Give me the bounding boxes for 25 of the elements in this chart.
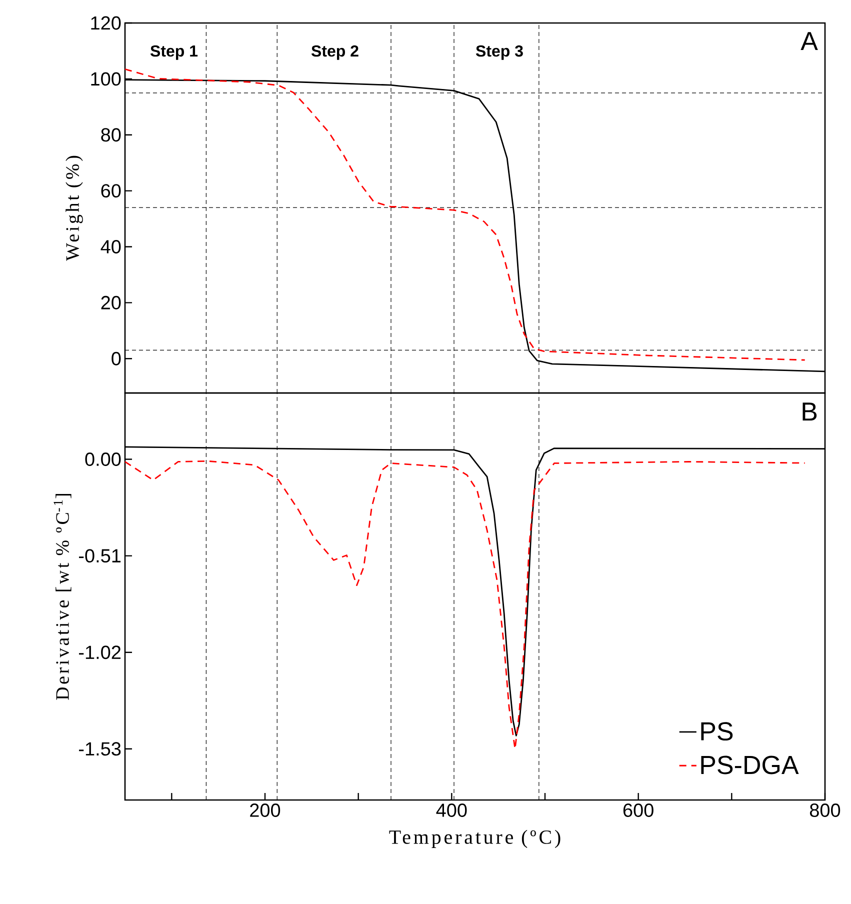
x-tick-label: 400 (436, 804, 467, 817)
y-tick-label: 40 (100, 240, 121, 254)
x-tick-label: 600 (623, 804, 654, 817)
x-tick-label: 200 (250, 804, 280, 817)
y-tick-label: -1.02 (79, 646, 121, 660)
legend-label: PS-DGA (701, 756, 799, 774)
legend-label: PS (701, 722, 733, 741)
y-axis-title: Derivative [wt % ºC$^{-1}$] (54, 494, 72, 700)
y-tick-label: 60 (101, 184, 121, 198)
annotation: B (802, 402, 817, 421)
y-tick-label: 0 (112, 352, 121, 366)
y-axis-title: Weight (%) (66, 156, 83, 261)
annotation: A (800, 32, 818, 50)
annotation: Step 1 (150, 45, 198, 60)
annotation: Step 3 (476, 45, 523, 60)
y-tick-label: -1.53 (79, 742, 121, 756)
x-tick-label: 800 (810, 804, 840, 817)
y-tick-label: 20 (101, 296, 121, 310)
x-axis-title: Temperature (ºC) (389, 830, 560, 848)
y-tick-label: 80 (101, 128, 121, 142)
annotation: Step 2 (311, 45, 358, 60)
y-tick-label: 120 (91, 16, 121, 30)
y-tick-label: -0.51 (79, 549, 121, 563)
y-tick-label: 100 (91, 72, 121, 86)
y-tick-label: 0.00 (85, 452, 121, 466)
